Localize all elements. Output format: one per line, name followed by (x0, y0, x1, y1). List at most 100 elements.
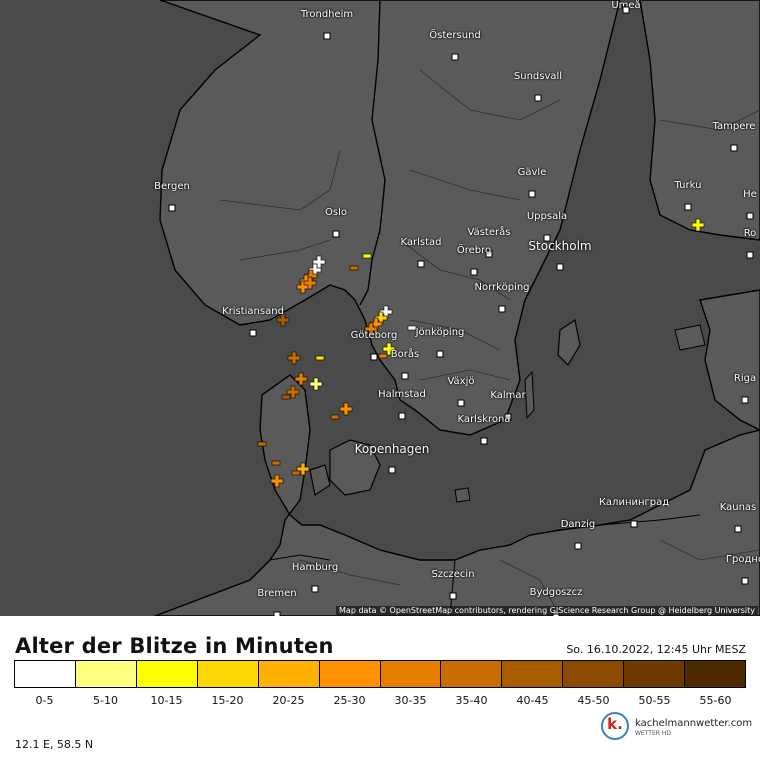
city-marker (436, 350, 444, 358)
color-swatch (624, 661, 686, 687)
saaremaa-land (674, 324, 706, 351)
region-borders (219, 69, 760, 616)
city-label: Västerås (467, 227, 511, 238)
bornholm-land (454, 487, 471, 503)
logo-circle-icon (601, 712, 629, 740)
city-marker (480, 437, 488, 445)
lightning-strike-plus (294, 372, 308, 386)
color-swatch (136, 661, 198, 687)
color-scale-label: 35-40 (455, 694, 488, 707)
kachelmannwetter-logo[interactable]: k. kachelmannwetter.com WETTER HD (601, 712, 752, 744)
color-swatch (563, 661, 625, 687)
color-scale-label: 40-45 (516, 694, 549, 707)
basemap (154, 0, 760, 616)
city-marker (417, 260, 425, 268)
city-label: Bergen (154, 181, 190, 192)
logo-name: kachelmannwetter.com (635, 718, 753, 729)
finland-land (639, 0, 760, 241)
city-label: Karlstad (400, 237, 442, 248)
color-scale-label: 5-10 (93, 694, 118, 707)
city-marker (388, 466, 396, 474)
city-label: Stockholm (528, 239, 592, 253)
lightning-strike-minus (378, 353, 388, 359)
lightning-strike-minus (330, 414, 340, 420)
city-label: Bremen (257, 588, 297, 599)
city-marker (449, 592, 457, 600)
city-marker (398, 412, 406, 420)
city-label: Sundsvall (513, 71, 563, 82)
city-label: Göteborg (350, 330, 398, 341)
city-marker (273, 611, 281, 616)
lightning-strike-minus (291, 470, 301, 476)
color-swatch (380, 661, 442, 687)
city-label: Karlskrona (457, 414, 511, 425)
city-marker (311, 585, 319, 593)
lightning-strike-minus (281, 394, 291, 400)
city-label: Uppsala (526, 211, 568, 222)
city-label: Umeå (611, 0, 641, 11)
lightning-strike-minus (257, 441, 267, 447)
color-swatch (441, 661, 503, 687)
border-denmark-germany (269, 554, 331, 561)
city-label: Tampere (712, 121, 756, 132)
color-scale-label: 20-25 (272, 694, 305, 707)
zealand-land (329, 439, 381, 496)
gotland-land (557, 319, 581, 366)
city-marker (543, 234, 551, 242)
city-marker (504, 413, 512, 421)
city-marker (401, 372, 409, 380)
color-scale-labels: 0-5 5-10 10-15 15-20 20-25 25-30 30-35 35-40 40-… (14, 694, 746, 707)
city-marker (457, 399, 465, 407)
scandinavia-land (159, 0, 621, 436)
color-swatch (502, 661, 564, 687)
city-marker (730, 144, 738, 152)
city-label: He (743, 189, 757, 200)
city-marker (370, 353, 378, 361)
city-marker (323, 32, 331, 40)
oland-land (524, 370, 535, 420)
lightning-strike-minus (349, 265, 359, 271)
border-norway-sweden (359, 0, 386, 306)
city-label: Калининград (598, 497, 670, 508)
color-scale-label: 10-15 (150, 694, 183, 707)
city-label: Norrköping (474, 282, 530, 293)
city-marker (470, 268, 478, 276)
lightning-strike-plus (309, 377, 323, 391)
map[interactable]: Umeå Trondheim Östersund Sundsvall Tampere Gä… (0, 0, 760, 616)
city-marker (332, 230, 340, 238)
color-scale-label: 0-5 (35, 694, 54, 707)
color-swatch (197, 661, 259, 687)
city-marker (451, 53, 459, 61)
lightning-strike-plus (303, 276, 317, 290)
color-scale-label: 30-35 (394, 694, 427, 707)
city-marker (534, 94, 542, 102)
color-scale-label: 50-55 (638, 694, 671, 707)
city-label: Växjö (447, 376, 475, 387)
lightning-strike-plus (296, 462, 310, 476)
lightning-strike-plus (276, 313, 290, 327)
city-marker (622, 6, 630, 14)
lightning-strike-minus (315, 355, 325, 361)
city-label: Kaunas (719, 502, 757, 513)
city-marker (498, 305, 506, 313)
legend: Alter der Blitze in Minuten So. 16.10.20… (0, 616, 760, 760)
city-marker (741, 577, 749, 585)
lightning-strike-minus (271, 460, 281, 466)
city-label: Turku (674, 180, 702, 191)
color-scale (14, 660, 746, 688)
color-swatch (685, 661, 746, 687)
city-marker (746, 212, 754, 220)
lightning-strike-minus (362, 253, 372, 259)
lightning-strike-plus (339, 402, 353, 416)
map-attribution: Map data © OpenStreetMap contributors, r… (336, 606, 758, 615)
color-swatch (15, 661, 76, 687)
city-label: Örebro (456, 245, 492, 256)
city-label: Ro (743, 228, 757, 239)
city-label: Jönköping (415, 327, 465, 338)
cursor-coordinates: 12.1 E, 58.5 N (15, 738, 94, 751)
color-swatch (258, 661, 320, 687)
city-label: Kalmar (490, 390, 526, 401)
city-label: Bydgoszcz (529, 587, 583, 598)
legend-title: Alter der Blitze in Minuten (15, 634, 334, 658)
lightning-strikes (257, 218, 705, 488)
